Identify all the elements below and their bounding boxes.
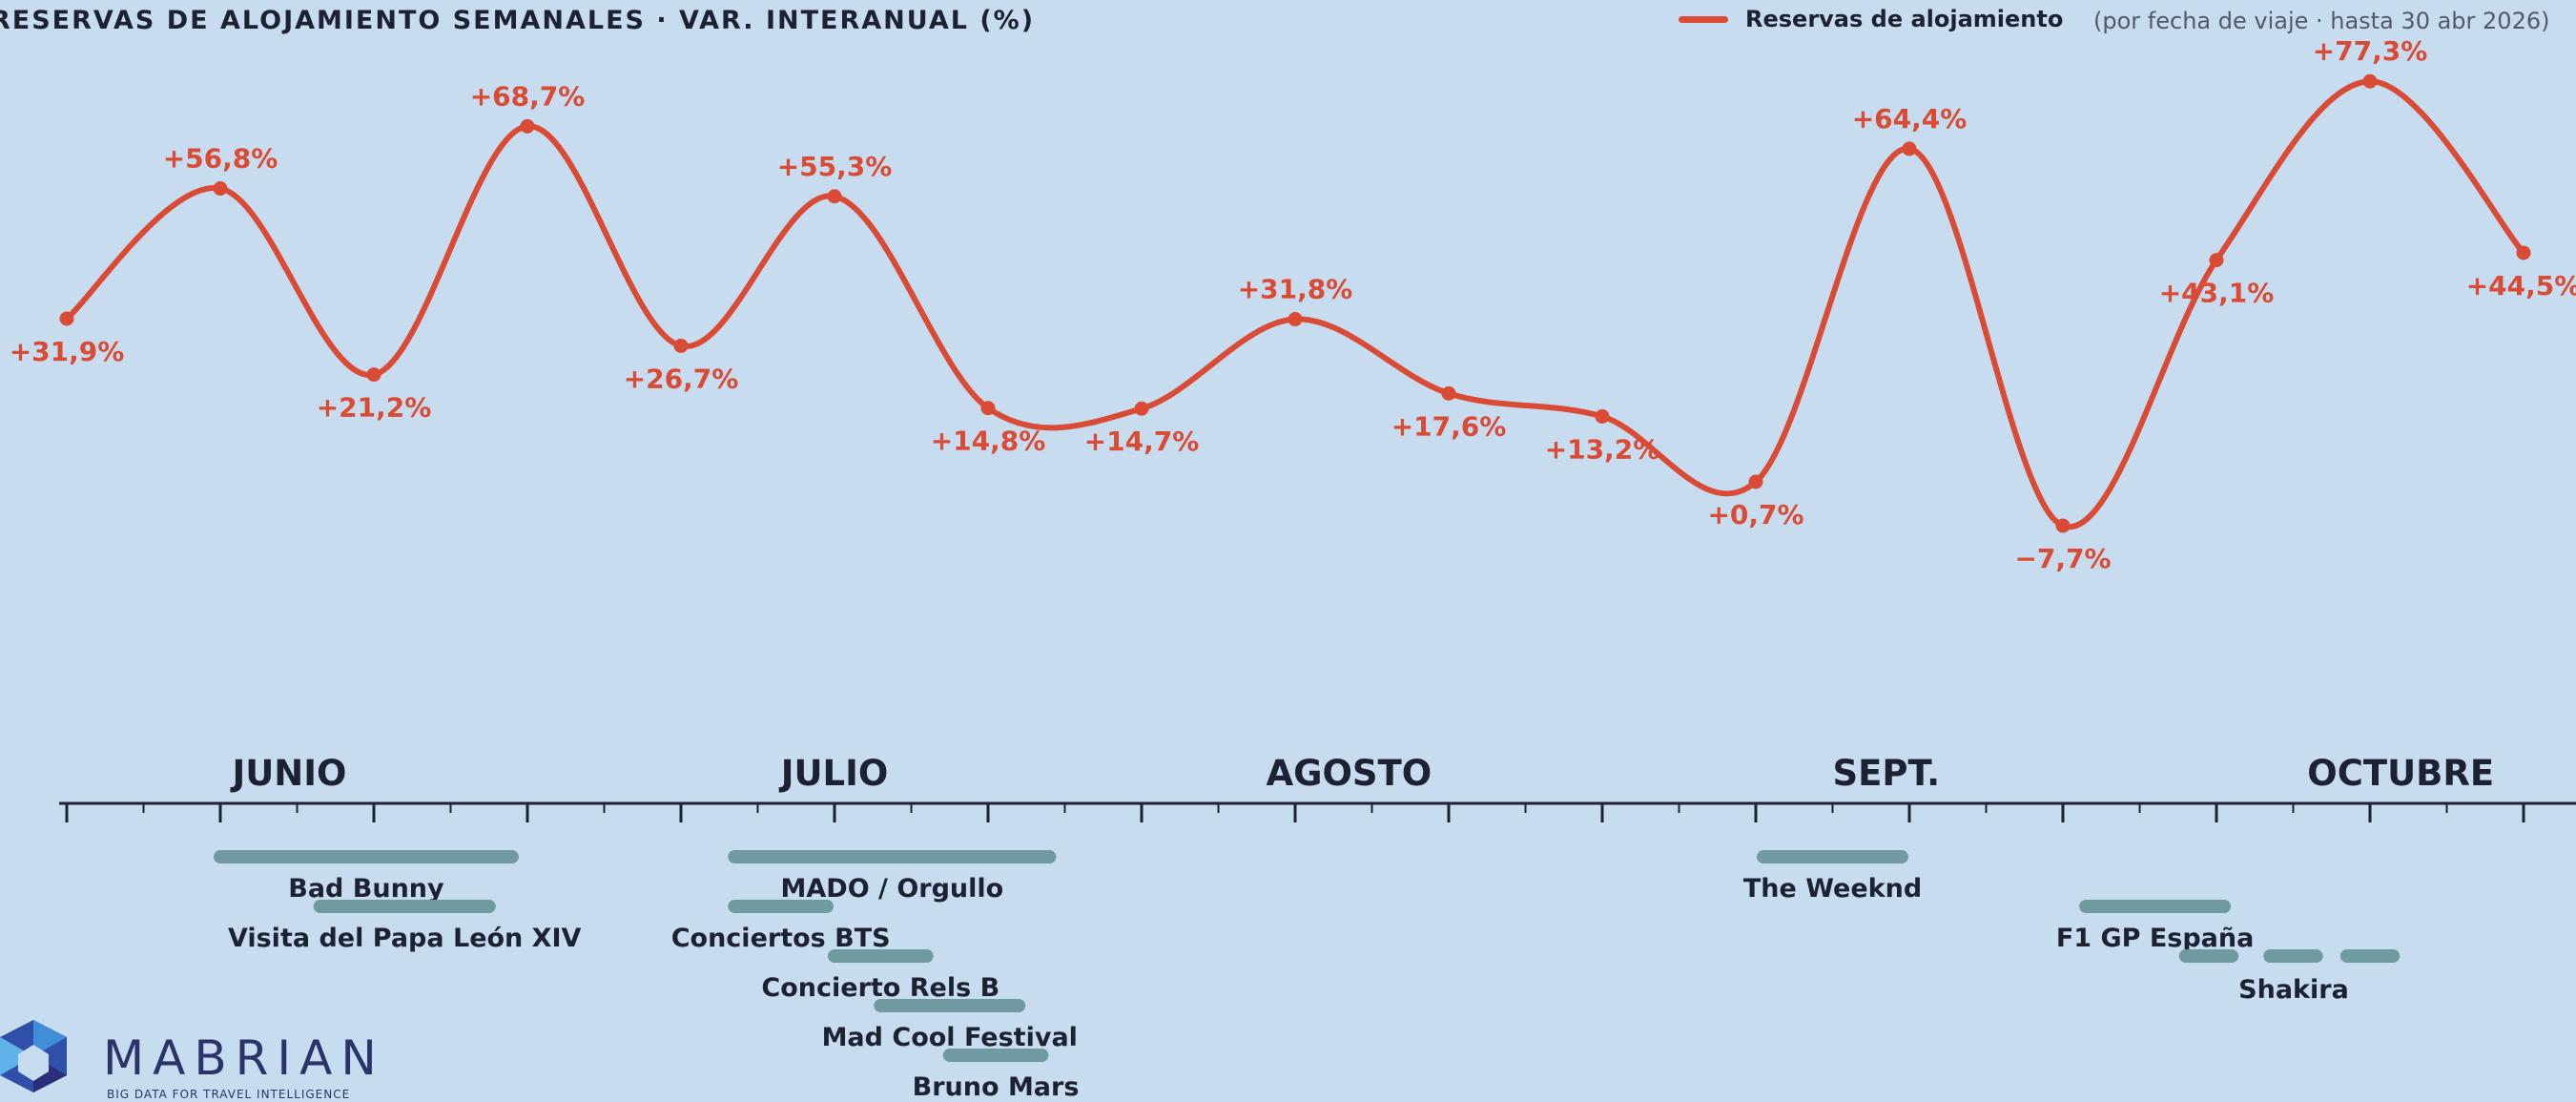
event-label: Shakira	[2238, 975, 2349, 1005]
data-label: −7,7%	[2014, 543, 2111, 574]
event-label: Conciertos BTS	[671, 924, 891, 953]
month-label: JUNIO	[229, 753, 346, 794]
event-label: Mad Cool Festival	[822, 1023, 1078, 1052]
data-points	[59, 73, 2531, 533]
data-point	[2209, 253, 2224, 268]
month-label: JULIO	[778, 753, 889, 794]
data-point	[366, 367, 381, 383]
x-axis	[59, 801, 2576, 822]
data-point	[1748, 474, 1763, 489]
data-label: +14,8%	[931, 426, 1046, 457]
data-point	[1441, 385, 1456, 401]
event-label: Bad Bunny	[288, 874, 444, 904]
data-label: +31,8%	[1238, 274, 1353, 305]
data-point	[1288, 312, 1303, 327]
event-label: Visita del Papa León XIV	[228, 924, 582, 953]
legend-label: Reservas de alojamiento	[1745, 6, 2064, 32]
data-point	[827, 189, 842, 204]
month-labels: JUNIO JULIO AGOSTO SEPT. OCTUBRE	[229, 753, 2494, 794]
data-label: +21,2%	[317, 392, 432, 424]
data-label: +26,7%	[624, 363, 739, 394]
data-point	[673, 338, 689, 353]
data-point	[1134, 401, 1149, 416]
data-label: +17,6%	[1391, 410, 1507, 442]
data-point	[1595, 408, 1610, 424]
event-label: F1 GP España	[2056, 924, 2254, 953]
data-label: +43,1%	[2159, 278, 2275, 309]
data-label: +64,4%	[1852, 103, 1968, 135]
chart-title: RESERVAS DE ALOJAMIENTO SEMANALES · VAR.…	[0, 6, 1036, 35]
data-point	[1902, 141, 1917, 156]
data-point	[59, 311, 74, 326]
event-label: The Weeknd	[1743, 874, 1922, 904]
month-label: SEPT.	[1832, 753, 1940, 794]
data-label: +14,7%	[1084, 426, 1200, 457]
event-label: Concierto Rels B	[761, 973, 999, 1003]
chart-note: (por fecha de viaje · hasta 30 abr 2026)	[2093, 8, 2550, 34]
data-label: +13,2%	[1545, 433, 1660, 465]
month-label: OCTUBRE	[2307, 753, 2494, 794]
data-label: +56,8%	[163, 143, 278, 175]
data-point	[520, 118, 535, 134]
data-label: +0,7%	[1707, 499, 1803, 530]
data-point	[980, 401, 996, 416]
event-timeline: Bad Bunny Visita del Papa León XIV MADO / …	[214, 850, 2401, 1097]
data-point	[2362, 73, 2378, 89]
data-labels: +31,9% +56,8% +21,2% +68,7% +26,7% +55,3% +14,…	[10, 35, 2576, 574]
data-label: +44,5%	[2466, 270, 2576, 301]
logo-mark-icon	[0, 1020, 67, 1092]
data-point	[213, 181, 228, 197]
data-point	[2516, 245, 2531, 260]
legend-swatch	[1679, 15, 1728, 23]
data-label: +55,3%	[777, 151, 893, 182]
month-label: AGOSTO	[1266, 753, 1432, 794]
event-label: Bruno Mars	[913, 1072, 1080, 1097]
legend: Reservas de alojamiento	[1679, 6, 2063, 32]
brand-tagline: BIG DATA FOR TRAVEL INTELLIGENCE	[107, 1088, 351, 1101]
event-label: MADO / Orgullo	[781, 874, 1004, 904]
data-point	[2055, 518, 2071, 533]
brand-name: MABRIAN	[103, 1030, 385, 1086]
data-label: +31,9%	[10, 336, 125, 367]
data-label: +68,7%	[470, 80, 586, 112]
brand-logo: MABRIAN BIG DATA FOR TRAVEL INTELLIGENCE	[0, 1016, 396, 1102]
data-label: +77,3%	[2313, 35, 2428, 67]
